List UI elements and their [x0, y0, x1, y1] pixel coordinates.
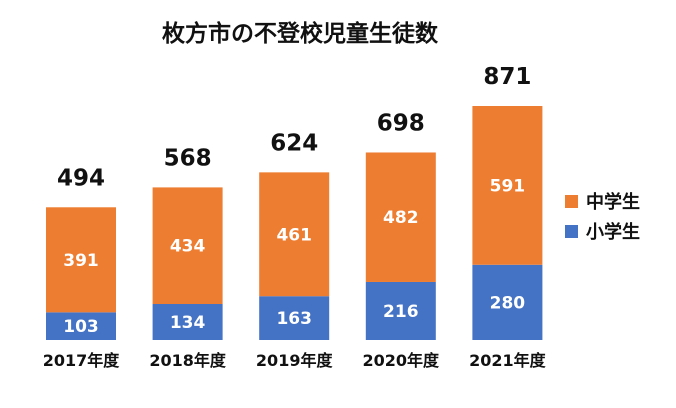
- legend-label-junior-high: 中学生: [586, 192, 640, 213]
- bar-junior-high-5: [472, 106, 543, 265]
- bar-elementary-1: [46, 312, 116, 340]
- x-tick-label-4: 2020年度: [363, 351, 441, 370]
- bar-elementary-4: [365, 281, 436, 340]
- bar-elementary-3: [259, 296, 330, 340]
- data-label-elementary-5: 280: [490, 293, 526, 313]
- total-label-5: 871: [483, 64, 531, 90]
- bar-junior-high-2: [152, 187, 223, 304]
- legend-item-elementary: 小学生: [565, 218, 640, 244]
- x-tick-label-2: 2018年度: [149, 351, 227, 370]
- legend-swatch-junior-high: [565, 194, 578, 208]
- total-label-2: 568: [164, 145, 212, 171]
- total-label-1: 494: [57, 165, 105, 191]
- data-label-junior-high-2: 434: [170, 237, 206, 257]
- data-label-elementary-2: 134: [170, 313, 206, 333]
- total-label-3: 624: [270, 130, 318, 156]
- total-label-4: 698: [377, 110, 425, 136]
- bar-junior-high-3: [259, 172, 330, 297]
- x-tick-label-5: 2021年度: [469, 351, 547, 370]
- data-label-junior-high-3: 461: [276, 225, 312, 245]
- bar-junior-high-1: [46, 207, 116, 313]
- bar-junior-high-4: [365, 152, 436, 282]
- data-label-junior-high-1: 391: [63, 251, 99, 271]
- legend-item-junior-high: 中学生: [565, 188, 640, 214]
- bar-elementary-5: [472, 264, 543, 340]
- data-label-elementary-3: 163: [276, 309, 312, 329]
- data-label-junior-high-5: 591: [490, 176, 526, 196]
- chart-title: 枚方市の不登校児童生徒数: [162, 21, 438, 47]
- data-label-junior-high-4: 482: [383, 208, 419, 228]
- legend-label-elementary: 小学生: [586, 222, 640, 243]
- x-tick-label-1: 2017年度: [43, 351, 121, 370]
- x-tick-label-3: 2019年度: [256, 351, 334, 370]
- bar-elementary-2: [152, 304, 223, 340]
- legend-swatch-elementary: [565, 224, 578, 238]
- data-label-elementary-4: 216: [383, 302, 419, 322]
- data-label-elementary-1: 103: [63, 317, 99, 337]
